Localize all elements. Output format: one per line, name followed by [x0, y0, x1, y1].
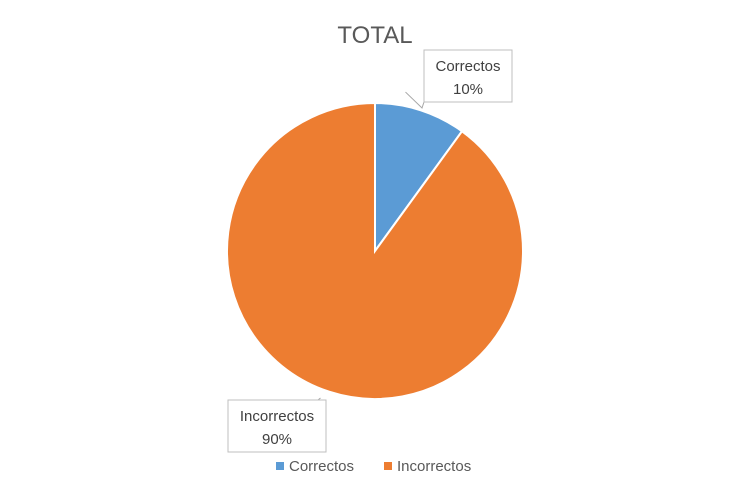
legend-swatch-incorrectos	[384, 462, 392, 470]
pie-slices	[226, 101, 524, 400]
legend: Correctos Incorrectos	[276, 458, 471, 475]
legend-label-correctos: Correctos	[289, 458, 354, 475]
data-label-category: Correctos	[435, 58, 500, 75]
data-label-value: 90%	[262, 431, 292, 448]
leader-line	[405, 91, 425, 109]
pie-slice-correctos	[374, 101, 464, 255]
legend-swatch-correctos	[276, 462, 284, 470]
chart-title: TOTAL	[337, 22, 412, 49]
data-label-value: 10%	[453, 81, 483, 98]
pie-slice-incorrectos	[226, 101, 524, 400]
data-label-box	[227, 399, 327, 453]
data-label-box	[423, 49, 513, 103]
data-labels: Correctos 10% Incorrectos 90%	[227, 49, 513, 453]
legend-label-incorrectos: Incorrectos	[397, 458, 471, 475]
data-label-category: Incorrectos	[240, 408, 314, 425]
